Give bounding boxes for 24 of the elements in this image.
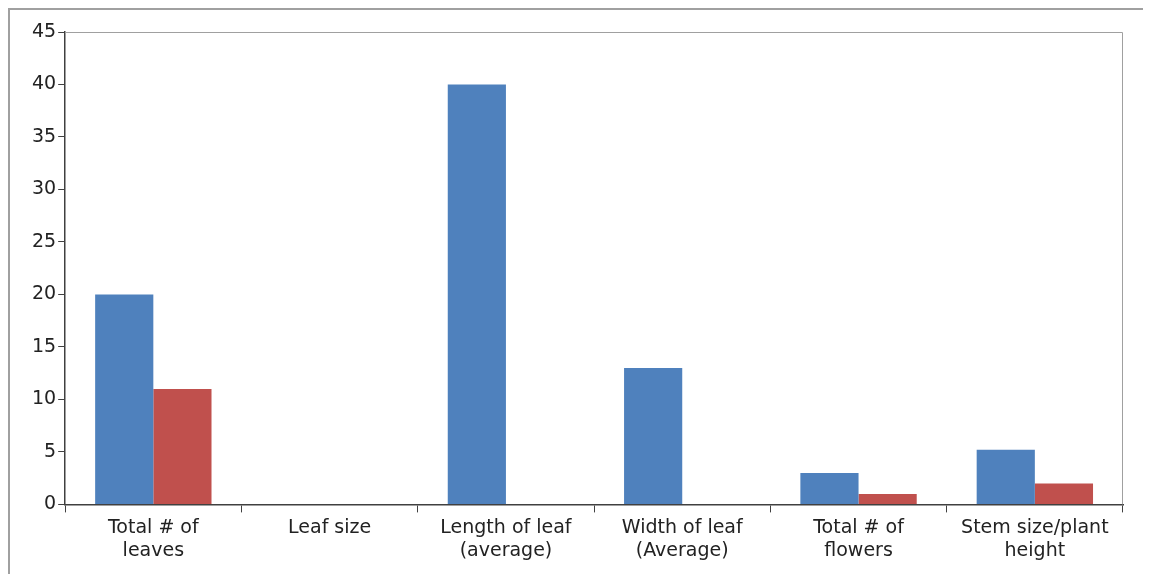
y-tick-label: 40 — [31, 71, 57, 94]
x-tick-label: Total # of leaves — [106, 514, 200, 560]
bar — [858, 493, 917, 504]
x-tick-label: Total # of flowers — [812, 514, 906, 560]
x-tick-label: Width of leaf (Average) — [621, 514, 744, 560]
bar — [800, 472, 859, 504]
y-tick-label: 45 — [31, 18, 57, 41]
bar — [624, 367, 683, 504]
x-tick-label: Length of leaf (average) — [440, 514, 573, 560]
bar — [1034, 483, 1094, 504]
y-tick-label: 0 — [44, 491, 57, 514]
y-tick-label: 25 — [31, 228, 57, 251]
bar — [153, 388, 212, 504]
x-tick-label: Stem size/plant height — [961, 514, 1109, 560]
bar — [95, 294, 154, 504]
bar — [976, 449, 1035, 504]
y-tick-label: 15 — [31, 333, 57, 356]
y-tick-label: 10 — [31, 386, 57, 409]
y-tick-label: 30 — [31, 176, 57, 199]
x-tick-label: Leaf size — [288, 514, 372, 537]
bar — [447, 84, 506, 504]
y-tick-label: 20 — [31, 281, 57, 304]
y-tick-label: 5 — [44, 438, 57, 461]
y-tick-label: 35 — [31, 123, 57, 146]
